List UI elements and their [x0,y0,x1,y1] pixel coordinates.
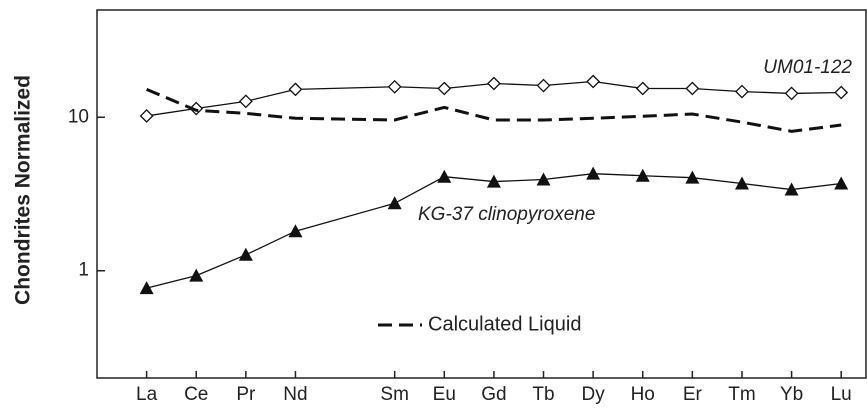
series-label: UM01-122 [763,57,852,78]
triangle-marker [486,174,501,188]
x-tick-label: Nd [283,384,307,405]
triangle-marker [586,166,601,180]
x-tick-label: Yb [780,384,803,405]
x-tick-label: Sm [380,384,409,405]
legend-label: Calculated Liquid [428,313,581,335]
triangle-marker [238,247,253,261]
triangle-marker [288,224,303,238]
diamond-marker [387,79,402,94]
x-tick-label: Pr [236,384,256,405]
diamond-marker [586,74,601,89]
triangle-marker [834,176,849,190]
series-line [146,80,842,117]
x-tick-label: Er [683,384,703,405]
diamond-marker [437,81,452,96]
series-line [146,173,842,289]
x-tick-label: Gd [481,384,506,405]
y-axis-label: Chondrites Normalized [12,75,35,305]
series-line [146,87,842,133]
triangle-marker [387,196,402,210]
diamond-marker [288,82,303,97]
triangle-marker [685,170,700,184]
diamond-marker [735,84,749,99]
series-label: KG-37 clinopyroxene [418,204,595,225]
diamond-marker [238,94,253,109]
diamond-marker [784,86,799,101]
triangle-marker [536,172,551,186]
x-tick-label: Eu [433,384,456,405]
triangle-marker [139,281,154,295]
x-tick-label: Ho [631,384,655,405]
triangle-marker [635,168,650,182]
plot-frame [96,9,867,379]
triangle-marker [437,169,452,183]
x-tick-label: Tb [532,384,554,405]
x-tick-label: Ce [184,384,208,405]
x-tick-label: Tm [728,384,755,405]
y-tick-label: 1 [78,260,89,281]
diamond-marker [139,109,154,123]
diamond-marker [834,85,849,100]
triangle-marker [189,268,204,282]
diamond-marker [486,76,501,91]
diamond-marker [685,81,700,96]
x-tick-label: Lu [831,384,852,405]
diamond-marker [635,81,650,96]
diamond-marker [189,101,204,116]
x-tick-label: La [136,384,158,405]
x-tick-label: Dy [582,384,606,405]
triangle-marker [734,176,749,190]
y-tick-label: 10 [68,106,89,127]
triangle-marker [784,182,799,196]
diamond-marker [536,78,551,93]
